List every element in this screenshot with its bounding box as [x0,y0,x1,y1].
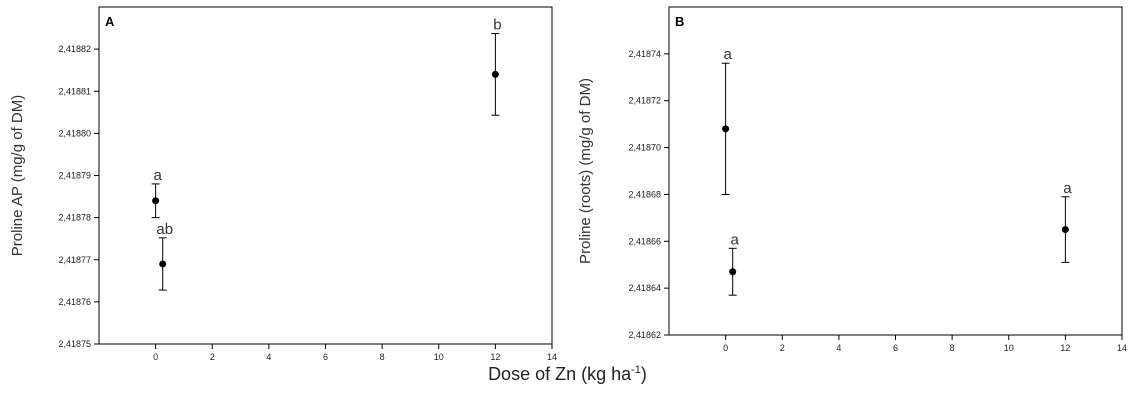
panel-a-y-tick-label: 2,41880 [58,128,91,138]
panel-a-x-tick-label: 6 [323,352,328,362]
panel-b-y-tick-label: 2,41862 [628,330,661,340]
panel-a-y-tick-label: 2,41878 [58,213,91,223]
x-axis-title: Dose of Zn (kg ha-1) [0,364,1135,385]
panel-a-x-tick-label: 12 [490,352,500,362]
panel-a-x-tick-label: 4 [266,352,271,362]
panel-a-significance-label: ab [156,221,173,238]
panel-b-y-tick-label: 2,41870 [628,143,661,153]
panel-b-significance-label: a [1063,180,1072,197]
panel-b-data-point [1061,226,1069,234]
panel-b-data-point [722,125,730,133]
panel-b-x-tick-label: 12 [1060,343,1070,353]
panel-b-x-tick-label: 6 [893,343,898,353]
panel-a-y-tick-label: 2,41882 [58,44,91,54]
panel-a-x-tick-label: 10 [434,352,444,362]
panel-b-x-tick-label: 0 [723,343,728,353]
panel-b-y-tick-label: 2,41874 [628,49,661,59]
panel-a-data-point [159,260,167,268]
panel-a-y-tick-label: 2,41877 [58,255,91,265]
panel-a-y-tick-label: 2,41875 [58,339,91,349]
panel-a-y-tick-label: 2,41879 [58,171,91,181]
panel-b-x-tick-label: 8 [950,343,955,353]
panel-b-plot-frame [668,6,1123,336]
panel-b-data-point [729,268,737,276]
panel-b-x-tick-label: 10 [1004,343,1014,353]
panel-b-y-tick-label: 2,41872 [628,96,661,106]
panel-a-label: A [105,14,115,29]
panel-b-y-axis-title: Proline (roots) (mg/g of DM) [577,78,594,264]
panel-b-label: B [675,14,684,29]
panel-b-y-tick-label: 2,41864 [628,283,661,293]
panel-a-x-tick-label: 2 [210,352,215,362]
x-axis-title-close: ) [640,364,647,384]
panel-a-x-tick-label: 14 [547,352,557,362]
panel-a-y-axis-title: Proline AP (mg/g of DM) [9,95,26,256]
panel-b-x-tick-label: 14 [1117,343,1127,353]
panel-a-data-point [152,197,160,205]
panel-b-y-tick-label: 2,41868 [628,189,661,199]
x-axis-title-main: Dose of Zn (kg ha [488,364,632,384]
panel-a-significance-label: b [493,17,501,34]
panel-a-y-tick-label: 2,41881 [58,86,91,96]
panel-a-y-tick-label: 2,41876 [58,297,91,307]
panel-b-y-tick-label: 2,41866 [628,236,661,246]
panel-b-significance-label: a [731,231,740,248]
panel-a-significance-label: a [153,167,162,184]
panel-a-x-tick-label: 8 [380,352,385,362]
panel-b-x-tick-label: 4 [836,343,841,353]
panel-b-significance-label: a [723,46,732,63]
panel-b-x-tick-label: 2 [780,343,785,353]
x-axis-title-superscript: -1 [631,364,641,376]
panel-a-plot-frame [98,6,553,345]
panel-a-x-tick-label: 0 [153,352,158,362]
panel-a-data-point [491,70,499,78]
